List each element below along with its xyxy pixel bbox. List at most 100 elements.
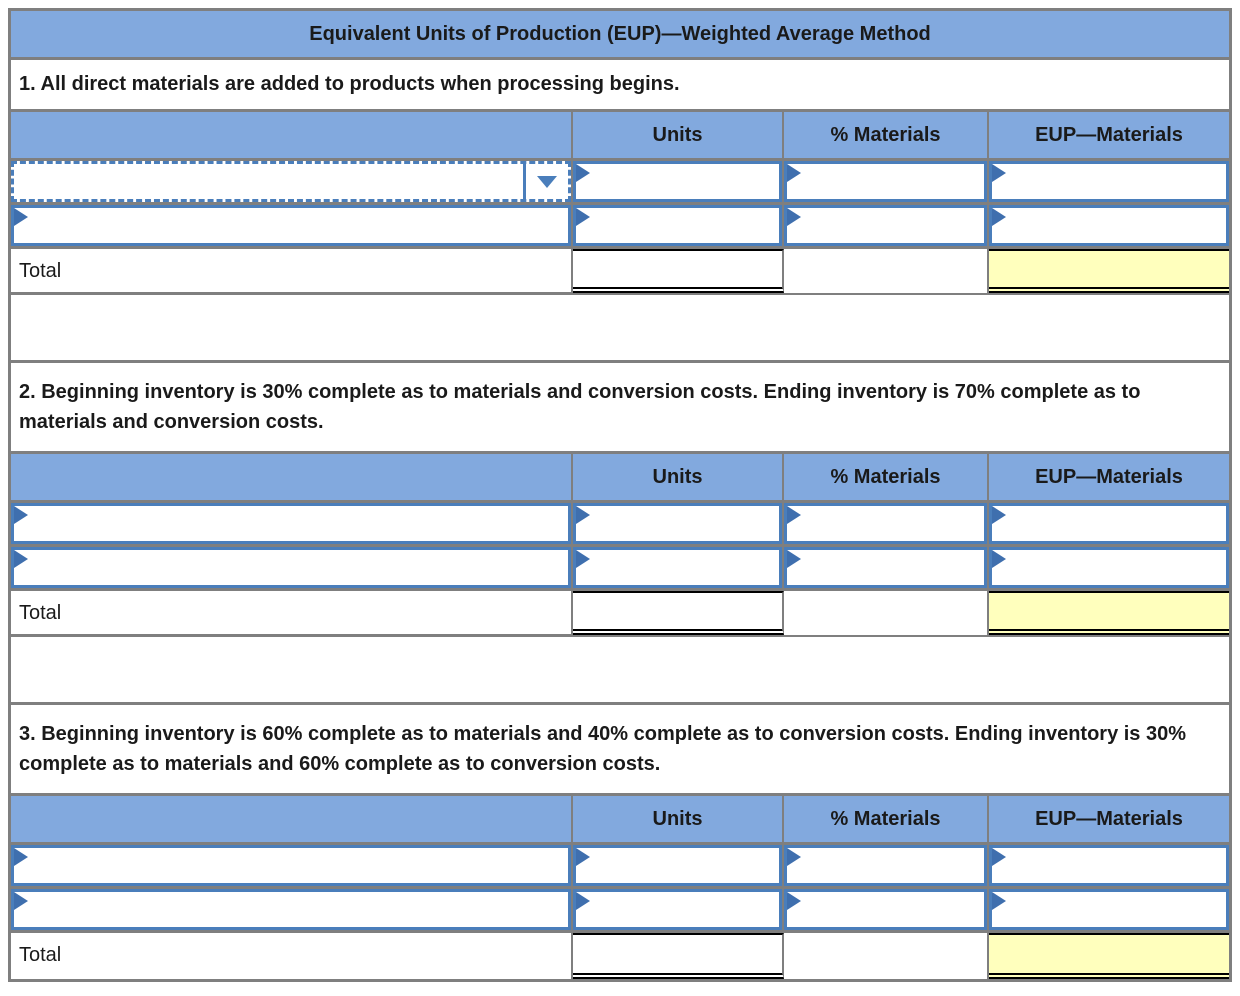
section-1-statement: 1. All direct materials are added to pro… [11,60,1229,112]
pct-materials-input[interactable] [784,845,987,886]
spacer-row [11,295,1229,363]
worksheet-title: Equivalent Units of Production (EUP)—Wei… [11,11,1229,60]
table-3-row-2-eup-cell [989,889,1229,930]
total-pct-cell [784,249,989,293]
input-marker-icon [992,550,1006,568]
total-units-cell [573,591,784,635]
table-3-row-2-label-cell [11,889,573,930]
total-label: Total [11,591,573,635]
section-2-statement: 2. Beginning inventory is 30% complete a… [11,363,1229,454]
total-units-cell [573,933,784,979]
total-units-cell [573,249,784,293]
units-input[interactable] [573,845,782,886]
input-marker-icon [787,550,801,568]
input-marker-icon [992,506,1006,524]
total-eup-cell [989,591,1229,635]
units-input[interactable] [573,889,782,930]
input-marker-icon [992,892,1006,910]
table-1-header-units: Units [573,112,784,158]
dropdown-arrow-icon[interactable] [537,175,557,188]
table-1-header-row: Units % Materials EUP—Materials [11,112,1229,161]
table-1-row-1-pct-cell [784,161,989,202]
total-label: Total [11,933,573,979]
table-2-row-1-eup-cell [989,503,1229,544]
table-2-row-2-eup-cell [989,547,1229,588]
input-marker-icon [576,506,590,524]
eup-materials-input[interactable] [989,503,1229,544]
input-marker-icon [576,892,590,910]
total-eup-cell [989,249,1229,293]
input-marker-icon [14,550,28,568]
total-label: Total [11,249,573,293]
row-label-input[interactable] [11,889,571,930]
table-3-row-2-pct-cell [784,889,989,930]
pct-materials-input[interactable] [784,205,987,246]
table-1-row-2-eup-cell [989,205,1229,246]
table-2-header-blank [11,454,573,500]
input-marker-icon [992,164,1006,182]
eup-materials-input[interactable] [989,845,1229,886]
table-3-header-pct-materials: % Materials [784,796,989,842]
row-label-input[interactable] [11,547,571,588]
eup-materials-input[interactable] [989,547,1229,588]
pct-materials-input[interactable] [784,503,987,544]
table-1-row-1 [11,161,1229,205]
row-label-input[interactable] [11,205,571,246]
table-1-row-1-units-cell [573,161,784,202]
input-marker-icon [576,164,590,182]
table-1-row-2 [11,205,1229,249]
row-label-dropdown[interactable] [11,161,571,202]
eup-worksheet: Equivalent Units of Production (EUP)—Wei… [8,8,1232,982]
total-pct-cell [784,591,989,635]
pct-materials-input[interactable] [784,547,987,588]
dropdown-arrow-zone[interactable] [523,164,568,199]
units-input[interactable] [573,205,782,246]
eup-materials-input[interactable] [989,205,1229,246]
table-2-header-eup-materials: EUP—Materials [1035,466,1183,488]
table-1-row-2-label-cell [11,205,573,246]
row-label-input[interactable] [11,845,571,886]
table-3-header-row: Units % Materials EUP—Materials [11,796,1229,845]
table-3-row-1-label-cell [11,845,573,886]
table-3-row-1-units-cell [573,845,784,886]
table-2-header-row: Units % Materials EUP—Materials [11,454,1229,503]
pct-materials-input[interactable] [784,161,987,202]
eup-materials-input[interactable] [989,161,1229,202]
table-2-row-2-label-cell [11,547,573,588]
table-1-header-eup-materials: EUP—Materials [1035,124,1183,146]
table-2-row-2-units-cell [573,547,784,588]
input-marker-icon [787,892,801,910]
table-3-row-1 [11,845,1229,889]
total-eup-cell [989,933,1229,979]
table-2-row-1-units-cell [573,503,784,544]
table-2-header-units: Units [573,454,784,500]
input-marker-icon [576,848,590,866]
table-3: Units % Materials EUP—Materials [11,796,1229,979]
table-1-total-row: Total [11,249,1229,295]
input-marker-icon [992,848,1006,866]
table-1-row-2-pct-cell [784,205,989,246]
dropdown-selected-value[interactable] [14,164,523,199]
table-3-header-blank [11,796,573,842]
table-3-total-row: Total [11,933,1229,979]
eup-materials-input[interactable] [989,889,1229,930]
input-marker-icon [14,506,28,524]
input-marker-icon [787,506,801,524]
input-marker-icon [576,550,590,568]
row-label-input[interactable] [11,503,571,544]
pct-materials-input[interactable] [784,889,987,930]
table-1-header-blank [11,112,573,158]
table-3-row-1-eup-cell [989,845,1229,886]
units-input[interactable] [573,161,782,202]
table-2-header-pct-materials: % Materials [784,454,989,500]
units-input[interactable] [573,503,782,544]
units-input[interactable] [573,547,782,588]
table-3-header-units: Units [573,796,784,842]
input-marker-icon [14,892,28,910]
table-2-row-1-label-cell [11,503,573,544]
table-2-total-row: Total [11,591,1229,637]
table-3-row-2-units-cell [573,889,784,930]
input-marker-icon [787,164,801,182]
table-1-row-1-eup-cell [989,161,1229,202]
